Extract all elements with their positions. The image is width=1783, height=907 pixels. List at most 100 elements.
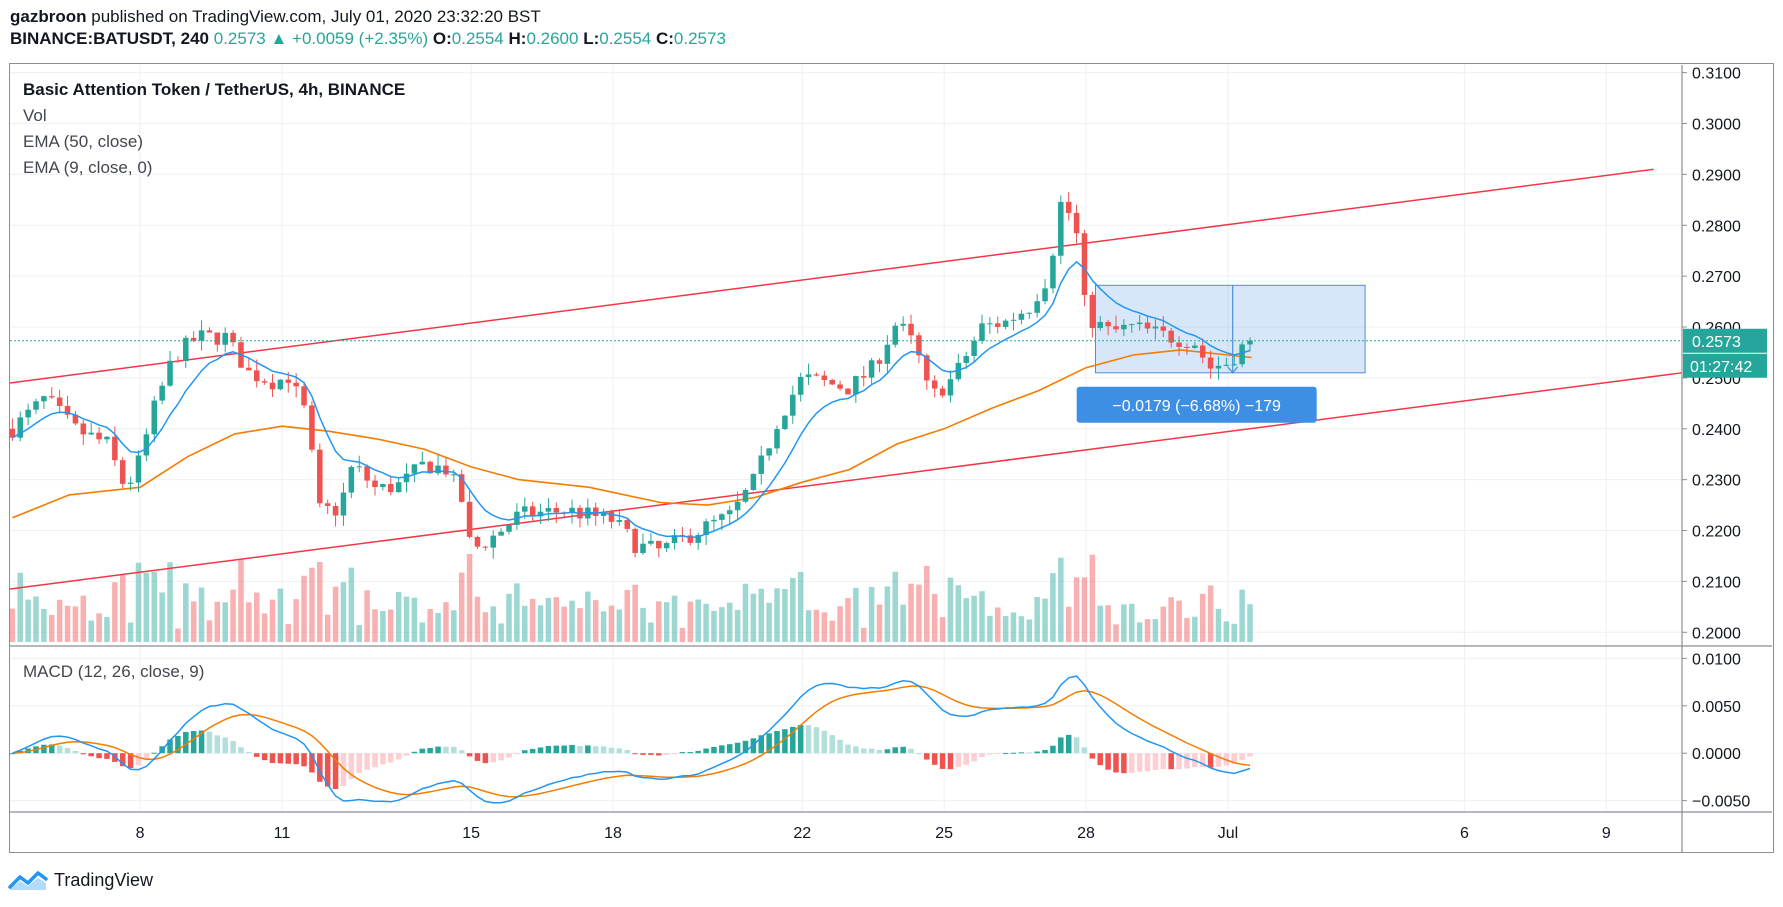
candle-body xyxy=(443,465,449,475)
candle-body xyxy=(1097,322,1103,328)
macd-histogram-bar xyxy=(695,750,701,754)
macd-histogram-bar xyxy=(269,753,276,763)
macd-histogram-bar xyxy=(711,746,717,754)
macd-histogram-bar xyxy=(1239,753,1245,760)
volume-bar xyxy=(458,572,465,642)
volume-bar xyxy=(640,607,646,642)
volume-bar xyxy=(246,602,252,642)
macd-histogram-bar xyxy=(175,735,181,754)
volume-bar xyxy=(782,589,788,642)
volume-bar xyxy=(797,572,804,642)
volume-bar xyxy=(679,627,686,642)
macd-histogram-bar xyxy=(829,735,835,754)
volume-bar xyxy=(1010,612,1017,642)
legend-ema9[interactable]: EMA (9, close, 0) xyxy=(23,158,153,177)
candle-body xyxy=(230,332,236,343)
volume-bar xyxy=(112,582,118,642)
countdown-tag xyxy=(1683,353,1767,378)
macd-histogram-bar xyxy=(1026,752,1033,754)
candle-body xyxy=(151,400,158,435)
volume-bar xyxy=(143,572,150,642)
volume-bar xyxy=(805,610,812,642)
legend-vol[interactable]: Vol xyxy=(23,106,47,125)
volume-bar xyxy=(671,595,678,642)
legend-ema50[interactable]: EMA (50, close) xyxy=(23,132,143,151)
macd-histogram-bar xyxy=(206,731,213,754)
volume-bar xyxy=(1026,619,1033,642)
candle-body xyxy=(324,503,331,506)
last-price-tag-text: 0.2573 xyxy=(1692,334,1741,351)
volume-bar xyxy=(726,602,733,642)
macd-histogram-bar xyxy=(112,753,118,762)
volume-bar xyxy=(127,622,134,642)
chart-frame[interactable] xyxy=(9,63,1774,853)
volume-bar xyxy=(624,589,631,642)
volume-bar xyxy=(522,605,528,642)
candle-body xyxy=(750,473,757,490)
candle-body xyxy=(813,374,820,376)
volume-bar xyxy=(1089,554,1096,642)
chart-header: gazbroon published on TradingView.com, J… xyxy=(10,6,726,50)
macd-histogram-bar xyxy=(868,748,875,754)
volume-bar xyxy=(285,624,292,642)
volume-bar xyxy=(135,562,142,642)
candle-body xyxy=(553,507,560,513)
price-tick-label: 0.2700 xyxy=(1692,269,1741,286)
legend-macd[interactable]: MACD (12, 26, close, 9) xyxy=(23,662,205,681)
high-label: H: xyxy=(508,29,527,48)
candle-body xyxy=(766,448,772,456)
macd-histogram-bar xyxy=(553,745,560,754)
macd-histogram-bar xyxy=(230,740,236,754)
low-label: L: xyxy=(583,29,600,48)
volume-bar xyxy=(238,558,244,642)
chart-legend: Basic Attention Token / TetherUS, 4h, BI… xyxy=(23,77,405,181)
candle-body xyxy=(127,482,134,484)
volume-bar xyxy=(1168,597,1174,642)
candle-body xyxy=(1184,346,1190,348)
volume-bar xyxy=(427,609,433,642)
candle-body xyxy=(269,382,276,390)
candle-body xyxy=(734,501,741,511)
macd-histogram-bar xyxy=(1050,745,1056,754)
candle-body xyxy=(569,507,575,513)
volume-bar xyxy=(9,608,16,642)
macd-histogram-bar xyxy=(380,753,386,765)
macd-histogram-bar xyxy=(183,731,189,754)
volume-bar xyxy=(892,571,899,642)
candle-body xyxy=(1247,340,1253,345)
macd-histogram-bar xyxy=(648,753,654,755)
volume-bar xyxy=(403,596,410,642)
candle-body xyxy=(545,507,552,512)
macd-histogram-bar xyxy=(663,753,670,755)
volume-bar xyxy=(971,595,977,642)
candle-body xyxy=(719,514,725,520)
macd-legend[interactable]: MACD (12, 26, close, 9) xyxy=(23,659,204,685)
macd-tick-label: 0.0100 xyxy=(1692,651,1741,668)
tradingview-brand[interactable]: TradingView xyxy=(54,869,154,890)
macd-histogram-bar xyxy=(1136,753,1143,772)
last-price-tag xyxy=(1683,328,1767,353)
candle-body xyxy=(80,423,87,435)
candle-body xyxy=(1192,345,1198,348)
volume-bar xyxy=(1097,605,1103,642)
high-value: 0.2600 xyxy=(526,29,579,48)
volume-bar xyxy=(482,612,489,642)
author-name[interactable]: gazbroon xyxy=(10,7,87,26)
volume-bar xyxy=(41,608,47,642)
candle-body xyxy=(96,432,102,440)
candles xyxy=(9,192,1253,559)
volume-bar xyxy=(1223,621,1230,642)
tradingview-logo-icon[interactable] xyxy=(8,869,48,891)
volume-bar xyxy=(924,565,930,642)
macd-histogram-bar xyxy=(624,750,631,754)
volume-bar xyxy=(293,599,299,642)
volume-bar xyxy=(372,609,378,642)
open-label: O: xyxy=(432,29,452,48)
volume-bar xyxy=(88,620,94,642)
candle-body xyxy=(908,323,914,336)
volume-bar xyxy=(876,604,883,642)
candle-body xyxy=(490,535,496,548)
volume-bar xyxy=(829,620,835,642)
macd-histogram-bar xyxy=(1152,753,1159,770)
